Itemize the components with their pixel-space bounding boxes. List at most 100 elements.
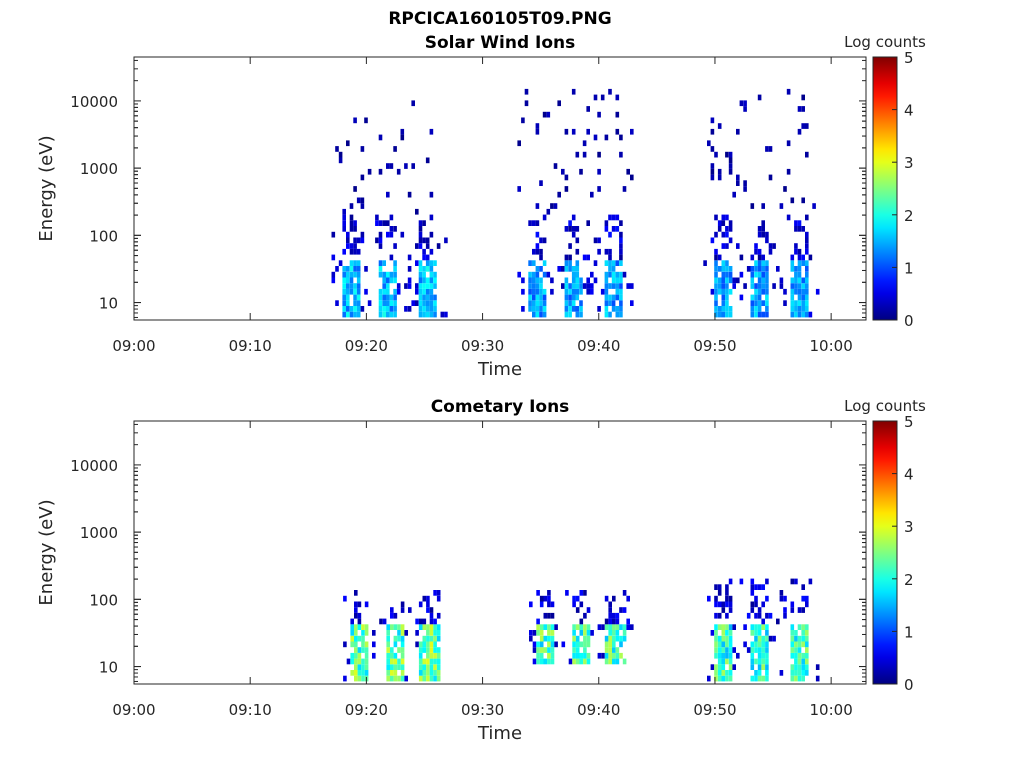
heatmap-cell: [797, 226, 802, 232]
heatmap-cell: [407, 306, 412, 312]
heatmap-cell: [521, 117, 525, 124]
heatmap-cell: [354, 658, 358, 665]
heatmap-cell: [386, 231, 390, 238]
heatmap-cell: [797, 260, 802, 266]
heatmap-cell: [608, 612, 612, 619]
heatmap-cell: [539, 624, 544, 630]
heatmap-cell: [572, 624, 576, 630]
heatmap-cell: [436, 243, 441, 249]
heatmap-cell: [714, 641, 718, 648]
heatmap-cell: [422, 675, 427, 682]
heatmap-cell: [342, 294, 346, 301]
heatmap-cell: [615, 288, 620, 295]
heatmap-cell: [797, 283, 802, 289]
heatmap-cell: [608, 254, 612, 261]
heatmap-cell: [797, 664, 802, 670]
y-tick-label: 10000: [70, 93, 118, 111]
heatmap-cell: [604, 647, 609, 653]
heatmap-cell: [353, 237, 357, 244]
heatmap-cell: [619, 288, 623, 295]
heatmap-cell: [597, 624, 602, 630]
heatmap-cell: [554, 641, 558, 648]
heatmap-cell: [571, 266, 576, 272]
heatmap-cell: [393, 226, 397, 232]
heatmap-cell: [797, 675, 802, 682]
heatmap-cell: [524, 100, 529, 107]
heatmap-cell: [750, 311, 755, 318]
heatmap-cell: [407, 191, 412, 198]
heatmap-cell: [342, 300, 346, 306]
heatmap-cell: [717, 283, 722, 289]
heatmap-cell: [539, 647, 544, 653]
heatmap-cell: [356, 288, 361, 295]
heatmap-cell: [622, 658, 627, 665]
heatmap-cell: [564, 277, 569, 284]
heatmap-cell: [725, 294, 729, 301]
heatmap-cell: [393, 300, 397, 306]
heatmap-cell: [601, 624, 605, 630]
heatmap-cell: [407, 277, 412, 284]
heatmap-cell: [393, 271, 397, 278]
heatmap-cell: [535, 271, 540, 278]
heatmap-cell: [717, 288, 722, 295]
heatmap-cell: [615, 214, 620, 221]
heatmap-cell: [426, 670, 430, 676]
heatmap-cell: [765, 294, 769, 301]
heatmap-cell: [583, 652, 587, 659]
heatmap-cell: [354, 635, 358, 642]
heatmap-cell: [801, 260, 805, 266]
heatmap-cell: [539, 254, 543, 261]
heatmap-cell: [805, 214, 809, 221]
heatmap-cell: [386, 641, 390, 648]
heatmap-cell: [794, 647, 798, 653]
heatmap-cell: [619, 300, 623, 306]
heatmap-cell: [436, 647, 441, 653]
heatmap-cell: [429, 311, 434, 318]
heatmap-cell: [743, 283, 747, 289]
heatmap-cell: [433, 590, 437, 596]
heatmap-cell: [543, 635, 548, 642]
heatmap-cell: [350, 630, 354, 636]
heatmap-cell: [382, 306, 386, 312]
heatmap-cell: [801, 664, 805, 670]
heatmap-cell: [532, 248, 536, 255]
heatmap-cell: [805, 294, 809, 301]
heatmap-cell: [743, 100, 747, 107]
heatmap-cell: [619, 271, 623, 278]
heatmap-cell: [528, 260, 532, 266]
heatmap-cell: [378, 260, 383, 266]
heatmap-cell: [728, 635, 733, 642]
heatmap-cell: [728, 601, 733, 608]
heatmap-cell: [725, 630, 729, 636]
heatmap-cell: [790, 306, 795, 312]
heatmap-cell: [593, 134, 598, 141]
heatmap-cell: [714, 231, 718, 238]
heatmap-cell: [790, 277, 795, 284]
heatmap-cell: [353, 271, 357, 278]
heatmap-cell: [335, 266, 339, 272]
heatmap-cell: [805, 658, 809, 665]
heatmap-cell: [714, 311, 718, 318]
heatmap-cell: [572, 595, 576, 602]
heatmap-cell: [422, 300, 426, 306]
heatmap-cell: [725, 243, 729, 249]
heatmap-cell: [575, 271, 580, 278]
heatmap-cell: [590, 191, 594, 198]
heatmap-cell: [436, 624, 441, 630]
heatmap-cell: [805, 652, 809, 659]
heatmap-cell: [557, 266, 561, 272]
heatmap-cell: [346, 237, 350, 244]
heatmap-cell: [397, 664, 401, 670]
heatmap-cell: [418, 618, 423, 625]
heatmap-cell: [356, 271, 361, 278]
heatmap-cell: [575, 647, 580, 653]
heatmap-cell: [547, 630, 551, 636]
heatmap-cell: [743, 624, 747, 630]
x-tick-label: 09:50: [693, 337, 736, 355]
heatmap-cell: [426, 635, 430, 642]
heatmap-cell: [757, 624, 762, 630]
heatmap-cell: [571, 294, 576, 301]
heatmap-cell: [572, 630, 576, 636]
heatmap-cell: [586, 220, 590, 226]
heatmap-cell: [600, 94, 605, 101]
